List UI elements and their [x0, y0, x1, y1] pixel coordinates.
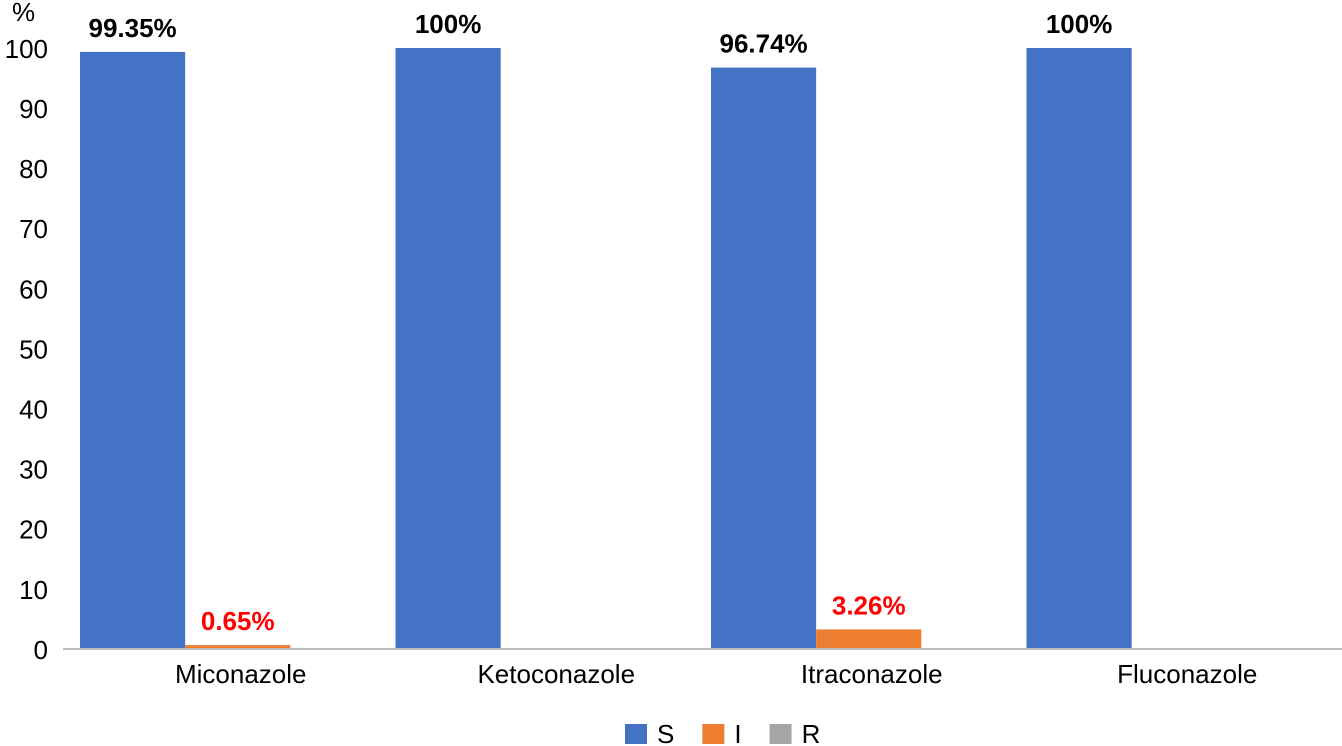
data-label: 0.65% [201, 606, 275, 636]
x-tick-label: Fluconazole [1117, 659, 1257, 689]
y-tick-label: 60 [19, 274, 48, 304]
y-tick-label: 10 [19, 575, 48, 605]
y-tick-label: 40 [19, 394, 48, 424]
x-tick-label: Ketoconazole [477, 659, 635, 689]
bar [395, 48, 501, 649]
bar [185, 645, 291, 649]
legend-swatch [769, 724, 792, 744]
y-tick-label: 30 [19, 455, 48, 485]
legend-label: I [734, 719, 741, 746]
bar [711, 67, 817, 650]
x-tick-label: Miconazole [175, 659, 307, 689]
legend-label: R [802, 719, 821, 746]
data-label: 96.74% [719, 28, 807, 58]
data-label: 100% [1046, 9, 1113, 39]
bar [816, 629, 922, 649]
legend-swatch [625, 724, 647, 744]
data-label: 100% [415, 9, 482, 39]
y-tick-label: 90 [19, 94, 48, 124]
data-label: 3.26% [832, 590, 906, 620]
y-tick-label: 100 [5, 34, 48, 64]
y-axis-label: % [12, 0, 35, 27]
y-tick-label: 80 [19, 154, 48, 184]
data-label: 99.35% [88, 13, 176, 43]
legend-label: S [657, 719, 674, 746]
x-tick-label: Itraconazole [801, 659, 943, 689]
y-tick-label: 0 [34, 635, 48, 665]
y-tick-label: 50 [19, 334, 48, 364]
bar [1026, 48, 1132, 649]
y-tick-label: 20 [19, 515, 48, 545]
legend-swatch [702, 724, 725, 744]
bar [80, 51, 186, 650]
y-tick-label: 70 [19, 214, 48, 244]
